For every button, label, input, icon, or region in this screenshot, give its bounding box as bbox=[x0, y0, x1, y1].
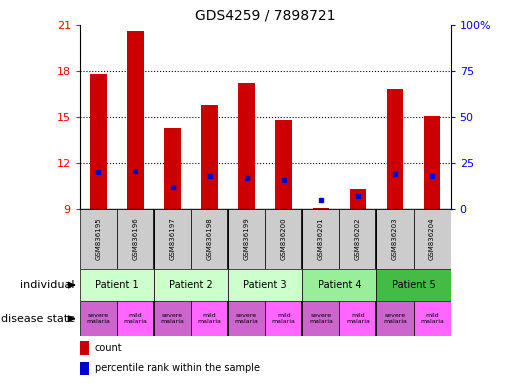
Bar bbox=[191, 209, 228, 269]
Bar bbox=[117, 209, 154, 269]
Bar bbox=[302, 209, 339, 269]
Text: mild
malaria: mild malaria bbox=[346, 313, 370, 324]
Text: severe
malaria: severe malaria bbox=[161, 313, 184, 324]
Text: GSM836196: GSM836196 bbox=[132, 218, 139, 260]
Bar bbox=[228, 269, 302, 301]
Text: Patient 5: Patient 5 bbox=[392, 280, 435, 290]
Bar bbox=[424, 116, 440, 209]
Bar bbox=[376, 301, 414, 336]
Bar bbox=[265, 301, 302, 336]
Text: GSM836204: GSM836204 bbox=[429, 218, 435, 260]
Text: severe
malaria: severe malaria bbox=[235, 313, 259, 324]
Bar bbox=[201, 105, 218, 209]
Text: GSM836203: GSM836203 bbox=[392, 218, 398, 260]
Text: GSM836201: GSM836201 bbox=[318, 218, 324, 260]
Bar bbox=[90, 74, 107, 209]
Bar bbox=[276, 120, 292, 209]
Bar bbox=[164, 128, 181, 209]
Text: Patient 1: Patient 1 bbox=[95, 280, 139, 290]
Text: Patient 4: Patient 4 bbox=[318, 280, 361, 290]
Bar bbox=[80, 301, 117, 336]
Text: individual: individual bbox=[20, 280, 75, 290]
Bar bbox=[80, 209, 117, 269]
Text: GSM836198: GSM836198 bbox=[207, 218, 213, 260]
Text: disease state: disease state bbox=[1, 314, 75, 324]
Text: mild
malaria: mild malaria bbox=[420, 313, 444, 324]
Bar bbox=[154, 301, 191, 336]
Bar bbox=[127, 31, 144, 209]
Bar bbox=[228, 209, 265, 269]
Bar bbox=[80, 362, 89, 375]
Text: mild
malaria: mild malaria bbox=[272, 313, 296, 324]
Bar bbox=[414, 209, 451, 269]
Title: GDS4259 / 7898721: GDS4259 / 7898721 bbox=[195, 8, 335, 22]
Text: Patient 3: Patient 3 bbox=[244, 280, 287, 290]
Text: GSM836197: GSM836197 bbox=[169, 218, 176, 260]
Bar bbox=[80, 341, 89, 354]
Bar bbox=[228, 301, 265, 336]
Bar bbox=[302, 269, 376, 301]
Text: mild
malaria: mild malaria bbox=[198, 313, 221, 324]
Text: Patient 2: Patient 2 bbox=[169, 280, 213, 290]
Text: GSM836199: GSM836199 bbox=[244, 218, 250, 260]
Bar bbox=[265, 209, 302, 269]
Bar bbox=[80, 269, 154, 301]
Text: percentile rank within the sample: percentile rank within the sample bbox=[95, 363, 260, 373]
Bar bbox=[238, 83, 255, 209]
Text: GSM836195: GSM836195 bbox=[95, 218, 101, 260]
Text: GSM836202: GSM836202 bbox=[355, 218, 361, 260]
Bar bbox=[117, 301, 154, 336]
Bar bbox=[154, 269, 228, 301]
Bar bbox=[313, 208, 329, 209]
Bar bbox=[387, 89, 403, 209]
Bar bbox=[339, 301, 376, 336]
Text: GSM836200: GSM836200 bbox=[281, 218, 287, 260]
Bar bbox=[376, 209, 414, 269]
Bar bbox=[350, 189, 366, 209]
Bar bbox=[376, 269, 451, 301]
Bar bbox=[302, 301, 339, 336]
Bar bbox=[339, 209, 376, 269]
Text: count: count bbox=[95, 343, 122, 353]
Text: mild
malaria: mild malaria bbox=[124, 313, 147, 324]
Text: severe
malaria: severe malaria bbox=[383, 313, 407, 324]
Bar bbox=[191, 301, 228, 336]
Text: severe
malaria: severe malaria bbox=[87, 313, 110, 324]
Bar bbox=[154, 209, 191, 269]
Bar bbox=[414, 301, 451, 336]
Text: severe
malaria: severe malaria bbox=[309, 313, 333, 324]
